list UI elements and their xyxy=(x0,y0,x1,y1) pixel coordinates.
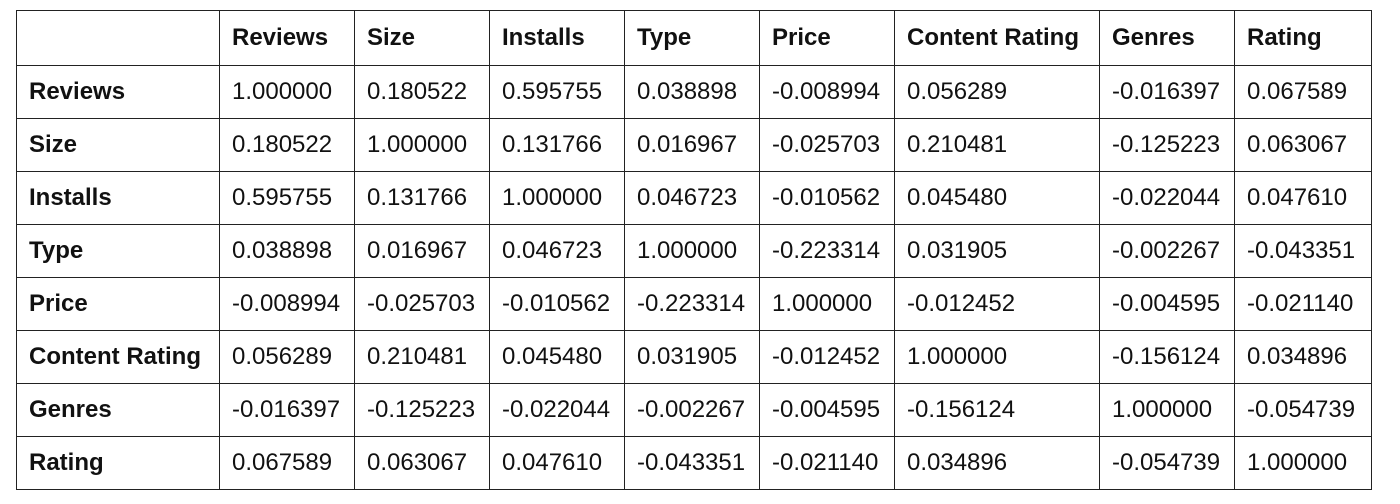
table-cell: 0.038898 xyxy=(219,224,355,278)
table-cell: -0.156124 xyxy=(1099,330,1235,384)
column-header-rating: Rating xyxy=(1234,10,1372,66)
table-row: Type 0.038898 0.016967 0.046723 1.000000 -0.2… xyxy=(16,224,1372,278)
table-row: Content Rating 0.056289 0.210481 0.045480 0.… xyxy=(16,330,1372,384)
table-cell: -0.004595 xyxy=(759,383,895,437)
table-cell: -0.125223 xyxy=(1099,118,1235,172)
table-cell: 0.180522 xyxy=(219,118,355,172)
table-cell: -0.002267 xyxy=(624,383,760,437)
table-cell: 1.000000 xyxy=(894,330,1100,384)
correlation-table: Reviews Size Installs Type Price Content… xyxy=(16,10,1372,490)
column-header-price: Price xyxy=(759,10,895,66)
table-cell: -0.021140 xyxy=(1234,277,1372,331)
table-row: Price -0.008994 -0.025703 -0.010562 -0.22331… xyxy=(16,277,1372,331)
table-cell: 0.063067 xyxy=(354,436,490,490)
row-header: Content Rating xyxy=(16,330,220,384)
corner-cell xyxy=(16,10,220,66)
table-cell: -0.054739 xyxy=(1234,383,1372,437)
table-cell: 0.047610 xyxy=(1234,171,1372,225)
table-cell: 0.131766 xyxy=(354,171,490,225)
table-cell: -0.025703 xyxy=(354,277,490,331)
table-cell: -0.054739 xyxy=(1099,436,1235,490)
table-cell: 0.047610 xyxy=(489,436,625,490)
row-header: Genres xyxy=(16,383,220,437)
column-header-type: Type xyxy=(624,10,760,66)
table-cell: 0.016967 xyxy=(624,118,760,172)
table-row: Rating 0.067589 0.063067 0.047610 -0.043351-… xyxy=(16,436,1372,490)
table-cell: -0.008994 xyxy=(759,65,895,119)
table-cell: 0.595755 xyxy=(219,171,355,225)
table-cell: 0.046723 xyxy=(489,224,625,278)
table-cell: 1.000000 xyxy=(759,277,895,331)
table-cell: -0.002267 xyxy=(1099,224,1235,278)
table-cell: -0.004595 xyxy=(1099,277,1235,331)
table-cell: -0.223314 xyxy=(759,224,895,278)
table-cell: -0.025703 xyxy=(759,118,895,172)
table-cell: 0.038898 xyxy=(624,65,760,119)
row-header: Rating xyxy=(16,436,220,490)
table-cell: -0.043351 xyxy=(624,436,760,490)
column-header-reviews: Reviews xyxy=(219,10,355,66)
table-cell: 0.034896 xyxy=(1234,330,1372,384)
table-cell: 0.016967 xyxy=(354,224,490,278)
table-row: Installs 0.595755 0.131766 1.000000 0.046723… xyxy=(16,171,1372,225)
table-row: Size 0.180522 1.000000 0.131766 0.016967 -0.0… xyxy=(16,118,1372,172)
row-header: Installs xyxy=(16,171,220,225)
table-cell: 1.000000 xyxy=(1099,383,1235,437)
table-cell: -0.012452 xyxy=(759,330,895,384)
table-cell: 0.034896 xyxy=(894,436,1100,490)
table-cell: -0.043351 xyxy=(1234,224,1372,278)
table-cell: 0.595755 xyxy=(489,65,625,119)
table-cell: 0.210481 xyxy=(894,118,1100,172)
table-cell: -0.012452 xyxy=(894,277,1100,331)
table-cell: 0.056289 xyxy=(219,330,355,384)
header-row: Reviews Size Installs Type Price Content… xyxy=(16,10,1372,66)
table-cell: 1.000000 xyxy=(219,65,355,119)
table-cell: 1.000000 xyxy=(1234,436,1372,490)
table-cell: 0.180522 xyxy=(354,65,490,119)
table-row: Reviews 1.000000 0.180522 0.595755 0.038898-… xyxy=(16,65,1372,119)
table-cell: -0.156124 xyxy=(894,383,1100,437)
table-cell: 0.063067 xyxy=(1234,118,1372,172)
table-cell: -0.022044 xyxy=(1099,171,1235,225)
column-header-genres: Genres xyxy=(1099,10,1235,66)
row-header: Reviews xyxy=(16,65,220,119)
row-header: Price xyxy=(16,277,220,331)
table-cell: 0.046723 xyxy=(624,171,760,225)
table-cell: -0.010562 xyxy=(759,171,895,225)
table-row: Genres -0.016397 -0.125223 -0.022044 -0.0022… xyxy=(16,383,1372,437)
column-header-content-rating: Content Rating xyxy=(894,10,1100,66)
table-cell: -0.022044 xyxy=(489,383,625,437)
table-cell: 1.000000 xyxy=(624,224,760,278)
table-cell: 0.067589 xyxy=(1234,65,1372,119)
table-body: Reviews 1.000000 0.180522 0.595755 0.038898-… xyxy=(16,65,1372,490)
table-cell: 0.045480 xyxy=(489,330,625,384)
table-cell: 0.210481 xyxy=(354,330,490,384)
table-cell: 0.031905 xyxy=(624,330,760,384)
column-header-installs: Installs xyxy=(489,10,625,66)
row-header: Size xyxy=(16,118,220,172)
table-cell: -0.223314 xyxy=(624,277,760,331)
table-cell: -0.125223 xyxy=(354,383,490,437)
table-cell: 1.000000 xyxy=(489,171,625,225)
table-cell: 0.056289 xyxy=(894,65,1100,119)
table-cell: 0.067589 xyxy=(219,436,355,490)
table-cell: -0.010562 xyxy=(489,277,625,331)
row-header: Type xyxy=(16,224,220,278)
column-header-size: Size xyxy=(354,10,490,66)
table-cell: -0.016397 xyxy=(219,383,355,437)
table-cell: 1.000000 xyxy=(354,118,490,172)
table-cell: -0.008994 xyxy=(219,277,355,331)
table-cell: -0.016397 xyxy=(1099,65,1235,119)
table-cell: 0.045480 xyxy=(894,171,1100,225)
table-cell: 0.031905 xyxy=(894,224,1100,278)
correlation-table-frame: Reviews Size Installs Type Price Content… xyxy=(16,10,1372,490)
table-cell: 0.131766 xyxy=(489,118,625,172)
table-cell: -0.021140 xyxy=(759,436,895,490)
